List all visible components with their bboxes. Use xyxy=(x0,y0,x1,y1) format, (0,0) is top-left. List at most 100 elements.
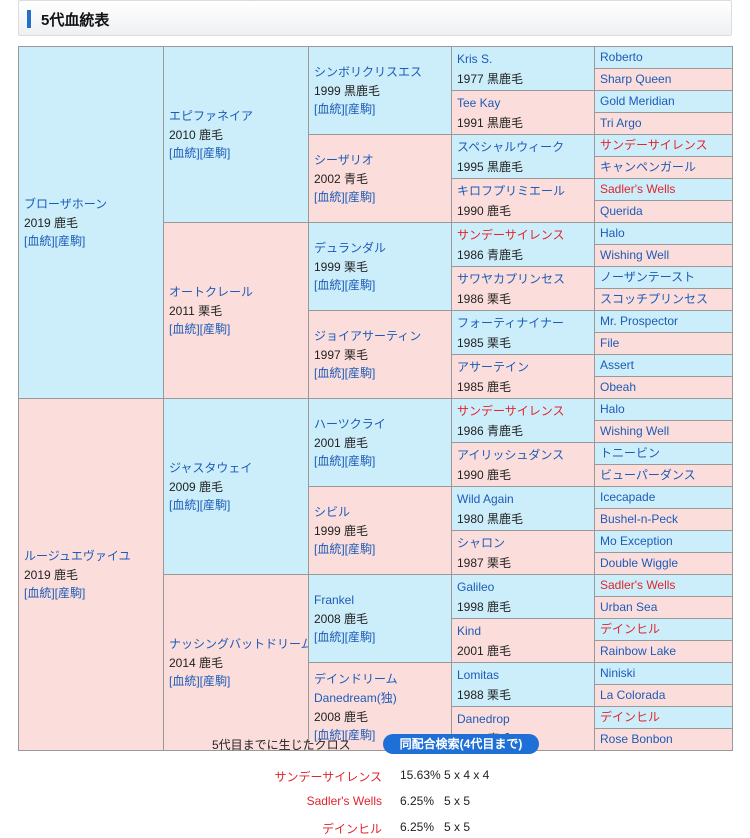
progeny-link[interactable]: [産駒] xyxy=(344,366,376,380)
horse-name-link[interactable]: Rainbow Lake xyxy=(600,644,677,658)
horse-name-link[interactable]: ナッシングバットドリームズ xyxy=(169,637,308,651)
horse-name-link[interactable]: Tri Argo xyxy=(600,116,642,130)
horse-alt-name-link[interactable]: Danedream(独) xyxy=(314,690,397,705)
horse-name-link[interactable]: Urban Sea xyxy=(600,600,658,614)
pedigree-link[interactable]: [血統] xyxy=(314,102,345,116)
gen5-horse-cell: Icecapade xyxy=(594,486,733,509)
pedigree-link[interactable]: [血統] xyxy=(169,322,200,336)
pedigree-link[interactable]: [血統] xyxy=(314,630,345,644)
horse-name-link[interactable]: オートクレール xyxy=(169,285,254,299)
pedigree-link[interactable]: [血統] xyxy=(314,366,345,380)
horse-name-link[interactable]: アイリッシュダンス xyxy=(457,447,565,462)
progeny-link[interactable]: [産駒] xyxy=(344,727,376,742)
horse-name-link[interactable]: Niniski xyxy=(600,666,636,680)
horse-name-link[interactable]: Halo xyxy=(600,402,625,416)
horse-name-link[interactable]: Kris S. xyxy=(457,51,493,66)
horse-name-link[interactable]: Halo xyxy=(600,226,625,240)
horse-name-link[interactable]: サンデーサイレンス xyxy=(600,138,708,152)
horse-name-link[interactable]: シーザリオ xyxy=(314,153,374,167)
horse-name-link[interactable]: Rose Bonbon xyxy=(600,732,673,746)
progeny-link[interactable]: [産駒] xyxy=(344,630,376,644)
horse-name-link[interactable]: スコッチプリンセス xyxy=(600,292,709,306)
gen4-horse-cell: フォーティナイナー 1985 栗毛 xyxy=(451,310,595,355)
horse-name-link[interactable]: シャロン xyxy=(457,535,506,550)
progeny-link[interactable]: [産駒] xyxy=(344,102,376,116)
horse-name-link[interactable]: ジョイアサーティン xyxy=(314,329,422,343)
horse-name-link[interactable]: Querida xyxy=(600,204,643,218)
horse-name-link[interactable]: Mo Exception xyxy=(600,534,673,548)
horse-name-link[interactable]: デインヒル xyxy=(600,710,661,724)
horse-name-link[interactable]: Sharp Queen xyxy=(600,72,672,86)
progeny-link[interactable]: [産駒] xyxy=(344,190,376,204)
horse-name-link[interactable]: Sadler's Wells xyxy=(600,182,676,196)
progeny-link[interactable]: [産駒] xyxy=(199,146,231,160)
horse-name-link[interactable]: ブローザホーン xyxy=(24,197,108,211)
horse-name-link[interactable]: シンボリクリスエス xyxy=(314,65,423,79)
horse-name-link[interactable]: Tee Kay xyxy=(457,95,501,110)
pedigree-link[interactable]: [血統] xyxy=(314,454,345,468)
pedigree-link[interactable]: [血統] xyxy=(314,190,345,204)
horse-name-link[interactable]: アサーテイン xyxy=(457,359,530,374)
progeny-link[interactable]: [産駒] xyxy=(344,454,376,468)
horse-name-link[interactable]: Bushel-n-Peck xyxy=(600,512,679,526)
horse-name-link[interactable]: Gold Meridian xyxy=(600,94,675,108)
horse-name-link[interactable]: Kind xyxy=(457,623,482,638)
pedigree-link[interactable]: [血統] xyxy=(24,586,55,600)
horse-name-link[interactable]: File xyxy=(600,336,620,350)
progeny-link[interactable]: [産駒] xyxy=(54,586,86,600)
pedigree-link[interactable]: [血統] xyxy=(169,498,200,512)
horse-name-link[interactable]: サンデーサイレンス xyxy=(457,227,565,242)
horse-name-link[interactable]: デインドリーム xyxy=(314,671,398,686)
horse-name-link[interactable]: Mr. Prospector xyxy=(600,314,679,328)
horse-name-link[interactable]: デュランダル xyxy=(314,241,387,255)
horse-name-link[interactable]: トニービン xyxy=(600,446,661,460)
horse-name-link[interactable]: ハーツクライ xyxy=(314,417,386,431)
horse-name-link[interactable]: Danedrop xyxy=(457,711,510,726)
horse-name-link[interactable]: Galileo xyxy=(457,579,495,594)
horse-name-link[interactable]: Lomitas xyxy=(457,667,500,682)
progeny-link[interactable]: [産駒] xyxy=(199,498,231,512)
horse-name-link[interactable]: キャンペンガール xyxy=(600,160,697,174)
horse-name-link[interactable]: スペシャルウィーク xyxy=(457,139,565,154)
progeny-link[interactable]: [産駒] xyxy=(54,234,86,248)
progeny-link[interactable]: [産駒] xyxy=(344,278,376,292)
horse-name-link[interactable]: サワヤカプリンセス xyxy=(457,271,566,286)
horse-name-link[interactable]: キロフプリミエール xyxy=(457,183,566,198)
pedigree-link[interactable]: [血統] xyxy=(314,278,345,292)
horse-name-link[interactable]: ノーザンテースト xyxy=(600,270,696,284)
horse-name-link[interactable]: Frankel xyxy=(314,593,355,607)
horse-name-link[interactable]: Assert xyxy=(600,358,635,372)
pedigree-link[interactable]: [血統] xyxy=(24,234,55,248)
horse-name-link[interactable]: Obeah xyxy=(600,380,637,394)
cross-horse-link[interactable]: サンデーサイレンス xyxy=(274,770,382,784)
pedigree-link[interactable]: [血統] xyxy=(169,146,200,160)
horse-name-link[interactable]: ビューパーダンス xyxy=(600,468,696,482)
pedigree-link[interactable]: [血統] xyxy=(314,727,345,742)
horse-name-link[interactable]: エピファネイア xyxy=(169,109,254,123)
cross-horse-link[interactable]: デインヒル xyxy=(321,822,382,836)
horse-name-link[interactable]: フォーティナイナー xyxy=(457,315,565,330)
horse-name-link[interactable]: Icecapade xyxy=(600,490,656,504)
horse-name-link[interactable]: サンデーサイレンス xyxy=(457,403,565,418)
horse-name-link[interactable]: ジャスタウェイ xyxy=(169,461,253,475)
progeny-link[interactable]: [産駒] xyxy=(199,674,231,688)
horse-name-link[interactable]: Roberto xyxy=(600,50,643,64)
pedigree-link[interactable]: [血統] xyxy=(169,674,200,688)
horse-name-link[interactable]: Wishing Well xyxy=(600,248,670,262)
gen5-horse-cell: Bushel-n-Peck xyxy=(594,508,733,531)
horse-name-link[interactable]: Wishing Well xyxy=(600,424,670,438)
progeny-link[interactable]: [産駒] xyxy=(199,322,231,336)
horse-links: [血統][産駒] xyxy=(314,188,446,206)
horse-name-link[interactable]: シビル xyxy=(314,505,351,519)
horse-name-link[interactable]: La Colorada xyxy=(600,688,666,702)
horse-name-link[interactable]: デインヒル xyxy=(600,622,661,636)
pedigree-link[interactable]: [血統] xyxy=(314,542,345,556)
horse-name-link[interactable]: Double Wiggle xyxy=(600,556,679,570)
horse-name-link[interactable]: ルージュエヴァイユ xyxy=(24,549,131,563)
progeny-link[interactable]: [産駒] xyxy=(344,542,376,556)
horse-name-link[interactable]: Wild Again xyxy=(457,491,514,506)
gen5-horse-cell: Assert xyxy=(594,354,733,377)
horse-name-link[interactable]: Sadler's Wells xyxy=(600,578,676,592)
same-mating-search-button[interactable]: 同配合検索(4代目まで) xyxy=(383,734,539,754)
cross-horse-link[interactable]: Sadler's Wells xyxy=(306,794,382,808)
